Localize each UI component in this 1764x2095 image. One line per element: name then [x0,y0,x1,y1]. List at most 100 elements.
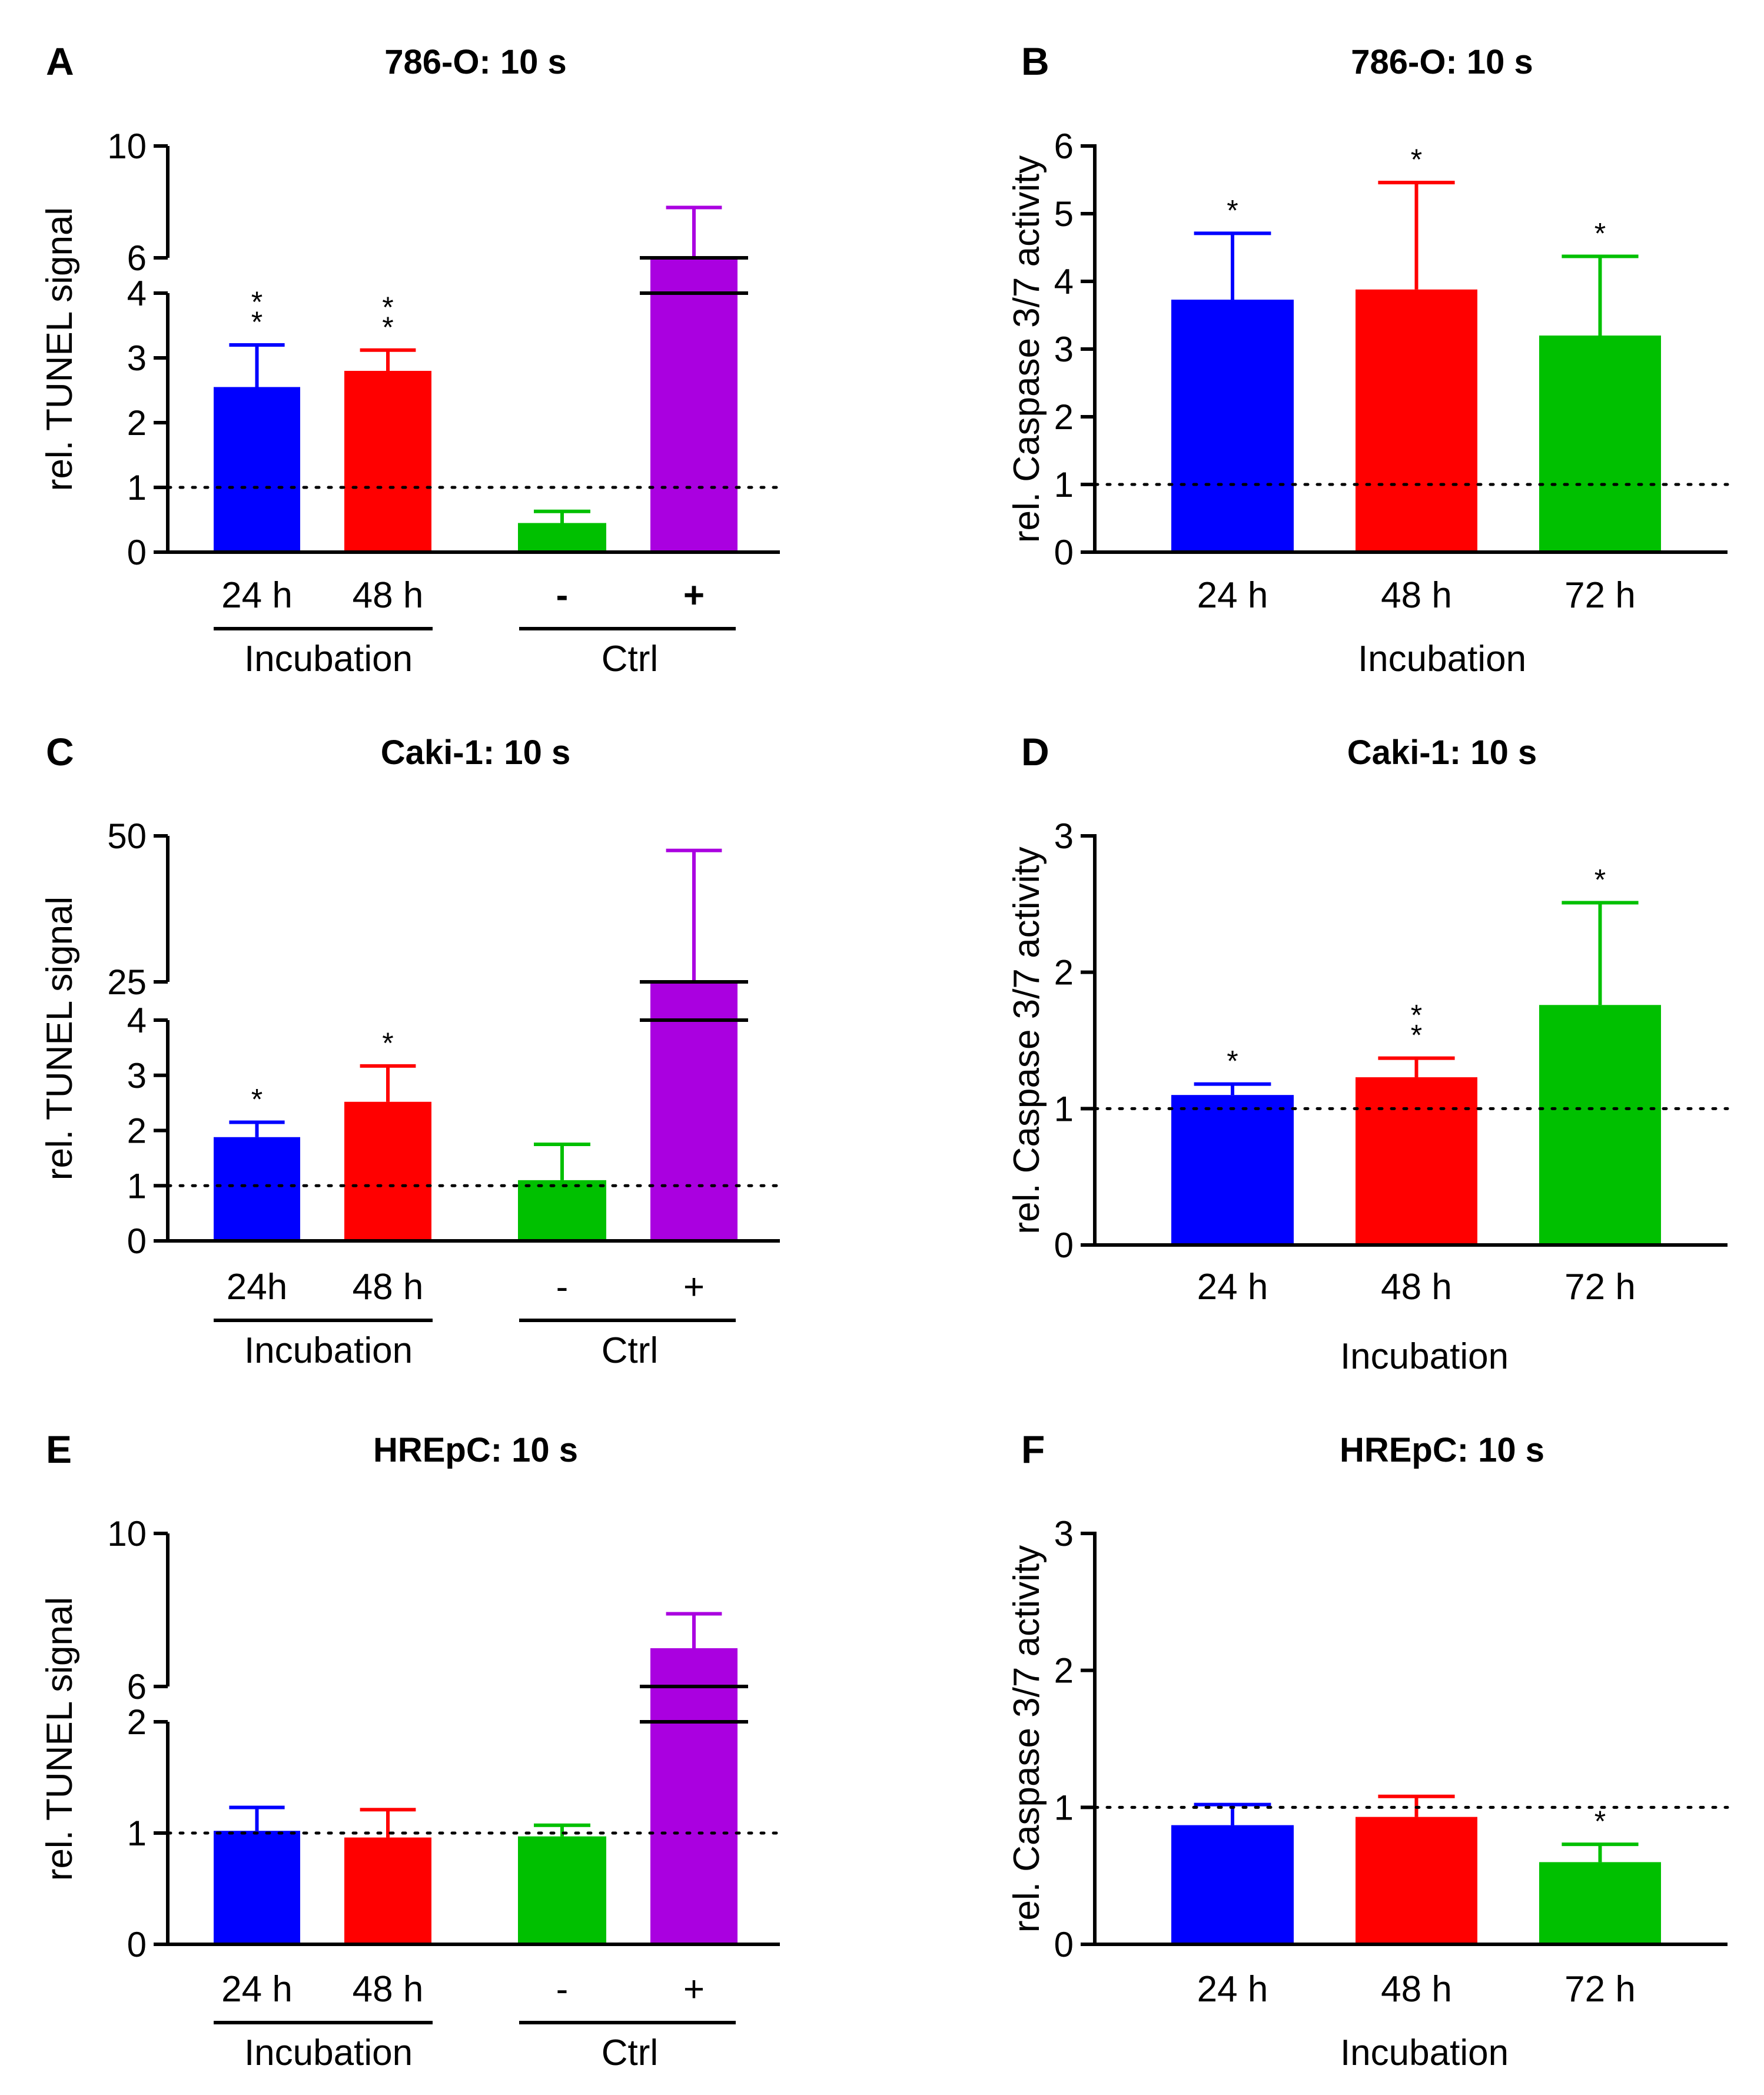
x-category-label: + [683,1267,705,1307]
bar [650,1648,738,1944]
x-category-label: 24 h [1197,1969,1268,2010]
x-category-label: 24 h [1197,1267,1268,1307]
group-label: Ctrl [602,1330,658,1371]
y-tick-label: 0 [1054,1226,1074,1265]
panel-letter: A [46,39,74,83]
x-category-label: 48 h [353,575,424,616]
panel-title: 786-O: 10 s [1351,43,1533,81]
significance-star: * [1227,1045,1238,1078]
significance-star: * [1411,999,1422,1032]
panel-title: Caki-1: 10 s [1347,733,1537,772]
y-tick-label: 10 [107,1514,147,1553]
y-tick-label: 4 [1054,262,1074,301]
y-tick-label: 3 [1054,1514,1074,1553]
y-axis-label: rel. TUNEL signal [39,897,80,1180]
x-category-label: 24 h [221,575,293,616]
panel-letter: C [46,730,74,773]
bar [1171,300,1294,552]
y-tick-label: 6 [127,1667,147,1706]
panel-title: HREpC: 10 s [373,1431,578,1469]
y-tick-label: 1 [127,1814,147,1853]
panel-letter: D [1021,730,1049,773]
bar [1539,336,1661,552]
x-category-label: - [556,1969,569,2010]
x-category-label: - [556,575,569,616]
x-category-label: + [683,575,705,616]
y-tick-label: 0 [127,1221,147,1261]
y-tick-label: 4 [127,1001,147,1040]
bar [1539,1862,1661,1944]
group-label: Ctrl [602,2033,658,2073]
y-tick-label: 2 [127,1111,147,1151]
significance-star: * [1411,1019,1422,1052]
y-tick-label: 5 [1054,194,1074,234]
bar [1356,289,1477,552]
y-tick-label: 0 [1054,533,1074,572]
y-axis-label: rel. Caspase 3/7 activity [1006,155,1047,543]
panel-title: HREpC: 10 s [1340,1431,1544,1469]
x-category-label: 24h [227,1267,287,1307]
y-tick-label: 4 [127,274,147,313]
bar [518,1180,606,1241]
x-category-label: 72 h [1564,575,1636,616]
y-tick-label: 1 [1054,465,1074,504]
x-axis-label: Incubation [1340,2033,1509,2073]
y-tick-label: 1 [127,468,147,507]
panel-title: 786-O: 10 s [384,43,567,81]
y-tick-label: 0 [127,1925,147,1964]
x-category-label: 72 h [1564,1969,1636,2010]
y-tick-label: 50 [107,816,147,856]
panel-letter: E [46,1427,72,1471]
x-category-label: 48 h [1381,1267,1452,1307]
bar [650,258,738,552]
y-tick-label: 3 [127,338,147,378]
y-axis-label: rel. Caspase 3/7 activity [1006,846,1047,1234]
x-category-label: 24 h [221,1969,293,2010]
x-category-label: 48 h [353,1267,424,1307]
bar [214,1137,300,1241]
y-tick-label: 3 [127,1056,147,1095]
bar [1171,1095,1294,1245]
bar [214,1831,300,1944]
bar [1171,1825,1294,1944]
y-tick-label: 0 [127,533,147,572]
bar [518,523,606,552]
panel-letter: F [1021,1427,1045,1471]
bar [214,387,300,552]
x-category-label: 48 h [1381,1969,1452,2010]
bar [1356,1077,1477,1245]
bar [1539,1005,1661,1245]
x-category-label: 72 h [1564,1267,1636,1307]
y-tick-label: 1 [1054,1788,1074,1827]
y-tick-label: 6 [1054,127,1074,166]
y-tick-label: 2 [1054,1651,1074,1691]
bar [1356,1817,1477,1944]
y-tick-label: 10 [107,127,147,166]
bar [344,1837,431,1944]
significance-star: * [1594,1805,1606,1838]
panel-title: Caki-1: 10 s [381,733,570,772]
significance-star: * [382,311,393,344]
significance-star: * [1594,864,1606,897]
bar [650,982,738,1241]
x-category-label: 48 h [353,1969,424,2010]
y-tick-label: 2 [127,403,147,443]
group-label: Ctrl [602,639,658,679]
y-tick-label: 25 [107,962,147,1002]
y-tick-label: 6 [127,238,147,278]
group-label: Incubation [244,1330,413,1371]
significance-star: * [1411,143,1422,176]
bar [344,1101,431,1241]
bar [344,371,431,552]
x-axis-label: Incubation [1340,1336,1509,1377]
x-axis-label: Incubation [1358,639,1526,679]
x-category-label: - [556,1267,569,1307]
panel-C: C Caki-1: 10 s * * 0 1 2 3 425 50 rel. TUNEL signa… [39,730,782,1371]
y-tick-label: 2 [127,1702,147,1742]
panel-letter: B [1021,39,1049,83]
